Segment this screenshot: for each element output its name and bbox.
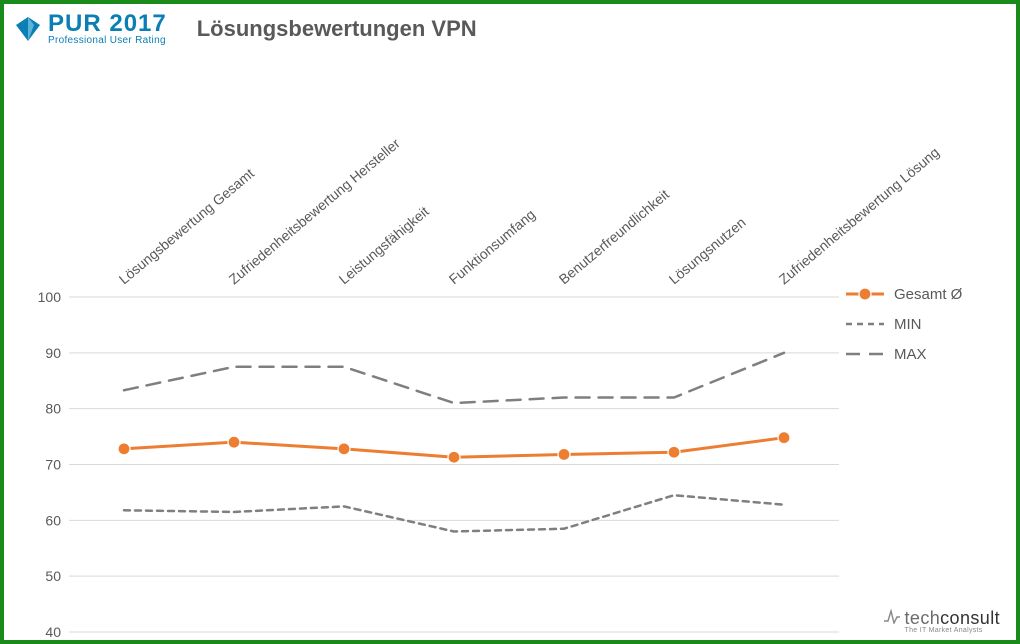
series-min — [124, 495, 784, 531]
footer-brand-suffix: consult — [940, 608, 1000, 628]
category-label: Lösungsnutzen — [666, 214, 749, 287]
legend-item: Gesamt Ø — [846, 279, 962, 309]
legend-item: MAX — [846, 339, 962, 369]
brand-logo: PUR 2017 Professional User Rating — [14, 12, 167, 46]
legend-label: MAX — [894, 346, 927, 363]
legend-label: MIN — [894, 316, 922, 333]
category-label: Funktionsumfang — [446, 206, 539, 287]
category-label: Zufriedenheitsbewertung Hersteller — [226, 135, 403, 288]
marker-gesamt — [118, 443, 130, 455]
category-label: Leistungsfähigkeit — [336, 203, 432, 287]
legend: Gesamt Ø MIN MAX — [846, 279, 962, 369]
footer-tagline: The IT Market Analysts — [905, 627, 1000, 634]
diamond-icon — [14, 15, 42, 43]
brand-tagline: Professional User Rating — [48, 36, 167, 46]
pulse-icon — [883, 608, 901, 624]
marker-gesamt — [778, 432, 790, 444]
series-max — [124, 353, 784, 403]
legend-swatch — [846, 344, 884, 364]
report-frame: PUR 2017 Professional User Rating Lösung… — [0, 0, 1020, 644]
legend-swatch — [846, 284, 884, 304]
brand-name: PUR 2017 — [48, 12, 167, 36]
y-tick-label: 40 — [45, 624, 61, 638]
marker-gesamt — [338, 443, 350, 455]
marker-gesamt — [448, 451, 460, 463]
y-tick-label: 60 — [45, 512, 61, 528]
marker-gesamt — [228, 436, 240, 448]
y-tick-label: 100 — [38, 289, 62, 305]
legend-swatch — [846, 314, 884, 334]
marker-gesamt — [668, 446, 680, 458]
y-tick-label: 50 — [45, 568, 61, 584]
category-label: Benutzerfreundlichkeit — [556, 186, 672, 287]
category-label: Zufriedenheitsbewertung Lösung — [776, 144, 942, 287]
y-tick-label: 80 — [45, 401, 61, 417]
header: PUR 2017 Professional User Rating Lösung… — [14, 10, 1006, 48]
marker-gesamt — [558, 448, 570, 460]
legend-item: MIN — [846, 309, 962, 339]
y-tick-label: 70 — [45, 457, 61, 473]
footer-logo: techconsult The IT Market Analysts — [883, 608, 1000, 634]
footer-brand-prefix: tech — [905, 608, 941, 628]
legend-label: Gesamt Ø — [894, 286, 962, 303]
y-tick-label: 90 — [45, 345, 61, 361]
page-title: Lösungsbewertungen VPN — [197, 16, 477, 42]
